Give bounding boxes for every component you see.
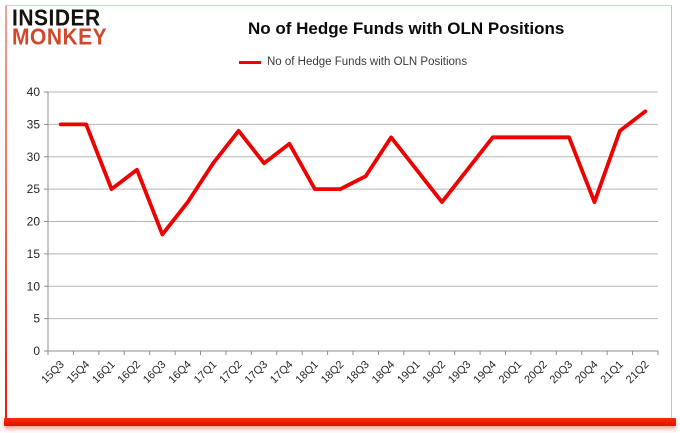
chart-legend: No of Hedge Funds with OLN Positions — [239, 56, 467, 68]
logo-monkey-text: MONKEY — [12, 25, 108, 51]
svg-text:18Q2: 18Q2 — [319, 359, 347, 387]
legend-label: No of Hedge Funds with OLN Positions — [267, 56, 468, 68]
svg-text:18Q4: 18Q4 — [370, 359, 398, 387]
svg-text:20: 20 — [27, 215, 41, 229]
svg-text:5: 5 — [33, 312, 40, 326]
svg-text:19Q2: 19Q2 — [421, 359, 449, 387]
svg-text:19Q3: 19Q3 — [446, 359, 474, 387]
svg-text:16Q2: 16Q2 — [116, 359, 144, 387]
svg-text:35: 35 — [27, 117, 41, 131]
svg-text:15: 15 — [27, 247, 41, 261]
insider-monkey-logo: INSIDER MONKEY — [12, 6, 108, 51]
svg-text:20Q4: 20Q4 — [573, 359, 601, 387]
svg-text:17Q1: 17Q1 — [192, 359, 220, 387]
svg-text:10: 10 — [27, 279, 41, 293]
svg-text:21Q1: 21Q1 — [598, 359, 626, 387]
svg-text:16Q3: 16Q3 — [141, 359, 169, 387]
svg-text:20Q3: 20Q3 — [548, 359, 576, 387]
svg-text:0: 0 — [33, 344, 40, 358]
legend-line-swatch — [239, 60, 261, 64]
svg-text:17Q2: 17Q2 — [217, 359, 245, 387]
logo-insider-text: INSIDER — [12, 6, 101, 31]
svg-text:30: 30 — [27, 150, 41, 164]
svg-text:21Q2: 21Q2 — [624, 359, 652, 387]
svg-text:18Q1: 18Q1 — [293, 359, 321, 387]
card-bottom-border — [4, 418, 676, 426]
svg-text:15Q3: 15Q3 — [39, 359, 67, 387]
chart-title: No of Hedge Funds with OLN Positions — [248, 19, 565, 38]
svg-text:17Q3: 17Q3 — [243, 359, 271, 387]
svg-text:17Q4: 17Q4 — [268, 359, 296, 387]
svg-text:16Q4: 16Q4 — [166, 359, 194, 387]
svg-text:20Q1: 20Q1 — [497, 359, 525, 387]
card-border — [5, 5, 672, 418]
card-left-border — [5, 6, 7, 418]
svg-text:20Q2: 20Q2 — [522, 359, 550, 387]
svg-text:15Q4: 15Q4 — [65, 359, 93, 387]
svg-text:19Q4: 19Q4 — [471, 359, 499, 387]
svg-text:18Q3: 18Q3 — [344, 359, 372, 387]
svg-text:19Q1: 19Q1 — [395, 359, 423, 387]
svg-text:40: 40 — [27, 85, 41, 99]
svg-text:25: 25 — [27, 182, 41, 196]
svg-text:16Q1: 16Q1 — [90, 359, 118, 387]
